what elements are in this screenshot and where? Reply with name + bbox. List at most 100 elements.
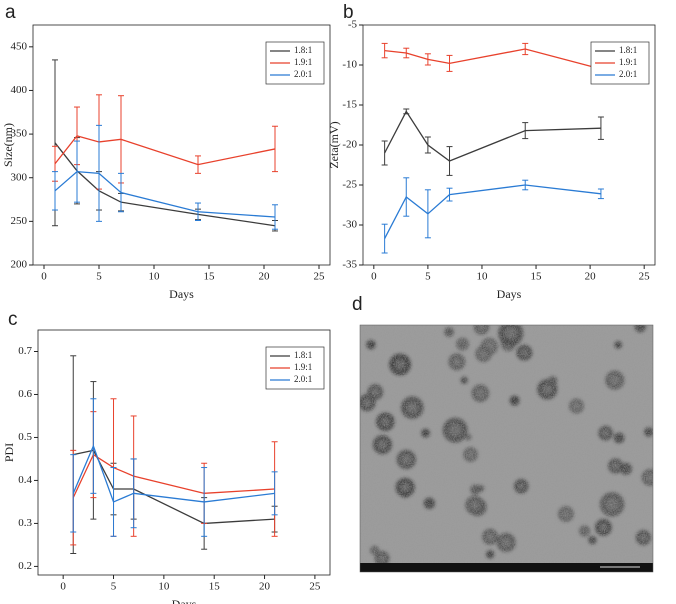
image-frame <box>359 324 654 573</box>
legend-label: 1.8:1 <box>294 45 312 55</box>
x-tick-label: 0 <box>41 271 47 283</box>
error-bar <box>597 116 604 140</box>
y-tick-label: 250 <box>11 215 28 227</box>
error-bar <box>70 454 77 533</box>
error-bar <box>424 189 431 239</box>
series-line <box>72 453 275 498</box>
error-bar <box>446 54 453 72</box>
error-bar <box>130 458 137 529</box>
error-bar <box>381 223 388 254</box>
y-axis-title: PDI <box>2 443 16 462</box>
error-bar <box>52 171 58 211</box>
x-tick-label: 25 <box>314 271 326 283</box>
y-axis-title: Zeta(mV) <box>327 121 341 168</box>
x-axis-title: Days <box>172 597 197 604</box>
error-bar <box>272 125 278 173</box>
error-bar <box>522 179 529 191</box>
x-tick-label: 5 <box>425 271 431 283</box>
y-tick-label: 0.2 <box>18 560 32 572</box>
error-bar <box>403 177 410 217</box>
y-tick-label: -25 <box>342 179 357 191</box>
panel-label: d <box>352 294 363 315</box>
legend-label: 2.0:1 <box>294 69 312 79</box>
panel-label: b <box>343 2 354 23</box>
y-tick-label: 300 <box>11 171 28 183</box>
error-bar <box>118 172 124 213</box>
legend-label: 1.9:1 <box>294 57 312 67</box>
error-bar <box>424 53 431 66</box>
plot-frame <box>32 24 331 266</box>
error-bar <box>201 467 208 537</box>
legend-box <box>590 41 650 85</box>
error-bar <box>272 204 278 230</box>
y-axis-title: Size(nm) <box>1 123 15 167</box>
y-tick-label: -20 <box>342 139 357 151</box>
error-bar <box>424 136 431 154</box>
y-tick-label: -30 <box>342 219 357 231</box>
y-tick-label: -35 <box>342 259 357 271</box>
legend-label: 1.8:1 <box>294 350 312 360</box>
x-tick-label: 5 <box>96 271 102 283</box>
error-bar <box>446 146 453 176</box>
error-bar <box>522 42 529 56</box>
error-bar <box>90 398 97 494</box>
x-tick-label: 15 <box>531 271 543 283</box>
y-tick-label: 0.7 <box>18 345 32 357</box>
x-tick-label: 0 <box>371 271 377 283</box>
error-bar <box>195 155 201 174</box>
x-tick-label: 20 <box>259 581 271 593</box>
legend-label: 1.9:1 <box>294 362 312 372</box>
y-tick-label: 200 <box>11 259 28 271</box>
x-tick-label: 25 <box>639 271 651 283</box>
error-bar <box>96 124 102 222</box>
series-line <box>54 170 276 218</box>
x-tick-label: 25 <box>309 581 321 593</box>
y-tick-label: 0.4 <box>18 474 32 486</box>
error-bar <box>381 42 388 59</box>
error-bar <box>403 108 410 115</box>
legend-label: 1.8:1 <box>619 45 637 55</box>
y-tick-label: -5 <box>348 19 358 31</box>
legend-label: 2.0:1 <box>294 374 312 384</box>
x-tick-label: 0 <box>60 581 66 593</box>
series-line <box>54 135 276 166</box>
error-bar <box>403 47 410 59</box>
series-line <box>384 184 602 239</box>
series-line <box>384 48 602 70</box>
y-tick-label: 0.3 <box>18 517 32 529</box>
x-tick-label: 10 <box>476 271 488 283</box>
x-tick-label: 20 <box>259 271 271 283</box>
y-tick-label: -10 <box>342 59 357 71</box>
y-tick-label: 400 <box>11 84 28 96</box>
y-tick-label: -15 <box>342 99 357 111</box>
panel-label: a <box>5 2 16 23</box>
x-tick-label: 5 <box>111 581 117 593</box>
plot-frame <box>37 329 331 576</box>
error-bar <box>110 467 117 537</box>
error-bar <box>381 140 388 166</box>
x-tick-label: 10 <box>149 271 161 283</box>
y-tick-label: 0.6 <box>18 388 32 400</box>
series-line <box>72 444 275 503</box>
series-line <box>54 142 276 227</box>
x-tick-label: 15 <box>204 271 216 283</box>
x-tick-label: 10 <box>158 581 170 593</box>
error-bar <box>74 140 80 203</box>
error-bar <box>597 188 604 200</box>
y-tick-label: 450 <box>11 40 28 52</box>
error-bar <box>195 202 201 221</box>
legend-label: 1.9:1 <box>619 57 637 67</box>
x-tick-label: 20 <box>585 271 597 283</box>
tem-image <box>360 325 653 572</box>
legend-label: 2.0:1 <box>619 69 637 79</box>
x-axis-title: Days <box>497 287 522 301</box>
y-tick-label: 0.5 <box>18 431 32 443</box>
error-bar <box>446 187 453 202</box>
error-bar <box>271 471 278 516</box>
y-tick-label: 350 <box>11 128 28 140</box>
series-line <box>384 110 601 162</box>
series-line <box>73 449 275 525</box>
x-tick-label: 15 <box>209 581 221 593</box>
panel-label: c <box>8 309 18 330</box>
